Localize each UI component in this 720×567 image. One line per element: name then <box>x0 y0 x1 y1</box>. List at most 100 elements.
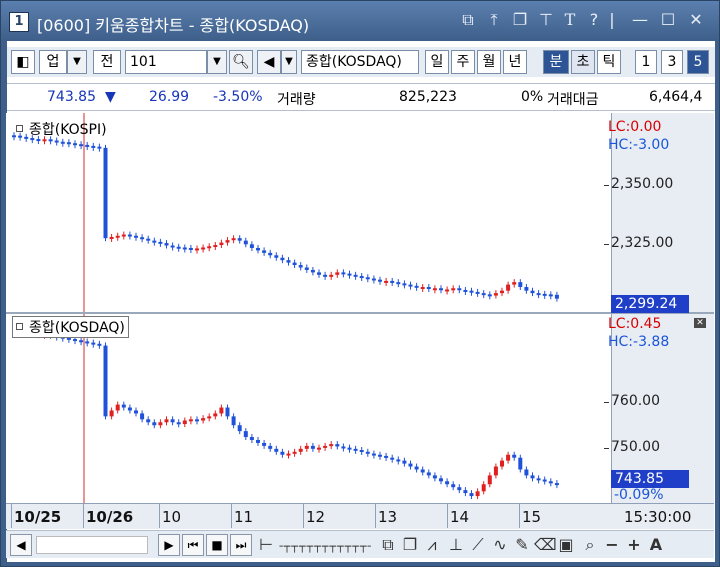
stop-icon[interactable]: ■ <box>206 534 228 556</box>
line-chart-icon[interactable]: ⩘ <box>427 535 437 554</box>
restore-alt-icon[interactable]: ⧉ <box>462 10 474 29</box>
horizontal-scrollbar[interactable] <box>36 536 148 554</box>
candlestick-plot[interactable] <box>6 113 611 503</box>
slider-handle-icon[interactable]: ⊢ <box>259 535 273 554</box>
x-axis-time: 15:30:00 <box>624 508 692 526</box>
period-minute[interactable]: 분 <box>543 50 569 74</box>
layout-icon[interactable]: ◧ <box>11 50 35 74</box>
candle-body <box>79 340 84 343</box>
wave-icon[interactable]: ∿ <box>493 535 507 554</box>
x-label-date-1: 10/25 <box>10 504 62 528</box>
close-icon[interactable]: ✕ <box>689 10 703 29</box>
search-icon[interactable]: 🔍︎ <box>229 50 253 74</box>
window-number-badge[interactable]: 1 <box>9 12 29 32</box>
y-tick-kospi-2: 2,325.00 <box>603 235 674 251</box>
candle-body <box>518 282 523 288</box>
candle-body <box>548 294 553 297</box>
scroll-left-icon[interactable]: ◀ <box>10 534 32 556</box>
candle-body <box>237 425 242 432</box>
zoom-in-icon[interactable]: + <box>627 535 641 554</box>
legend-kosdaq-label: 종합(KOSDAQ) <box>29 320 125 336</box>
quote-info-row: 743.85 ▼ 26.99 -3.50% 거래량 825,223 0% 거래대… <box>7 83 715 111</box>
candle-body <box>97 146 102 149</box>
pin-top-icon[interactable]: ⤒ <box>490 10 498 29</box>
period-week[interactable]: 주 <box>451 50 475 74</box>
amount-label: 거래대금 <box>547 92 599 108</box>
scope-button[interactable]: 전 <box>93 50 121 74</box>
period-second[interactable]: 초 <box>571 50 595 74</box>
lc-kospi: LC:0.00 <box>608 119 662 135</box>
candle-body <box>378 279 382 282</box>
candle-body <box>48 139 53 142</box>
interval-3[interactable]: 3 <box>661 50 683 74</box>
candle-body <box>42 139 47 142</box>
legend-kosdaq[interactable]: 종합(KOSDAQ) <box>12 316 129 338</box>
candle-body <box>518 457 523 470</box>
eraser-icon[interactable]: ⌫ <box>534 535 557 554</box>
period-day[interactable]: 일 <box>425 50 449 74</box>
pane-separator[interactable] <box>6 312 714 314</box>
title-bar[interactable]: 1 [0600] 키움종합차트 - 종합(KOSDAQ) ⧉ ⤒ ❐ ⊤ T ?… <box>1 1 719 41</box>
candle-body <box>280 257 285 261</box>
candle-body <box>347 447 352 450</box>
candle-body <box>170 245 175 248</box>
interval-1[interactable]: 1 <box>635 50 657 74</box>
candle-body <box>365 277 370 280</box>
x-axis[interactable]: 10/25 10/26 10 11 12 13 14 15 15:30:00 <box>6 503 714 529</box>
market-select[interactable]: 업 <box>39 50 67 74</box>
candle-body <box>115 404 120 411</box>
volume-value: 825,223 <box>399 89 457 105</box>
code-input[interactable]: 101 <box>125 50 207 74</box>
font-icon[interactable]: T <box>564 10 576 29</box>
candle-body <box>158 241 163 244</box>
market-dropdown-icon[interactable]: ▼ <box>67 50 87 74</box>
zoom-out-icon[interactable]: − <box>605 535 619 554</box>
candle-body <box>176 246 181 249</box>
sound-icon[interactable]: ◀︎ <box>257 50 281 74</box>
zoom-slider[interactable]: ╶┬┬┬┬┬┬┬┬┬┬┬╴ <box>276 540 376 553</box>
period-year[interactable]: 년 <box>503 50 527 74</box>
play-icon[interactable]: ▶ <box>158 534 180 556</box>
legend-marker <box>16 125 23 132</box>
minimize-icon[interactable]: — <box>632 10 648 29</box>
interval-5[interactable]: 5 <box>687 50 709 74</box>
period-month[interactable]: 월 <box>477 50 501 74</box>
candle-body <box>396 282 401 285</box>
pushpin-icon[interactable]: ⊤ <box>539 10 553 29</box>
code-dropdown-icon[interactable]: ▼ <box>207 50 227 74</box>
text-tool-icon[interactable]: A <box>649 535 663 554</box>
magnifier-icon[interactable]: ⌕ <box>585 535 595 554</box>
copy-chart-icon[interactable]: ⧉ <box>382 535 394 554</box>
candle-body <box>274 255 279 258</box>
name-field: 종합(KOSDAQ) <box>301 50 419 74</box>
close-pane-icon[interactable]: ✕ <box>694 318 706 328</box>
period-tick[interactable]: 틱 <box>597 50 621 74</box>
sound-dropdown-icon[interactable]: ▼ <box>281 50 297 74</box>
candle-body <box>408 463 413 467</box>
candle-body <box>66 337 71 340</box>
crosshair-icon[interactable]: ⊥ <box>449 535 463 554</box>
candle-body <box>524 287 529 291</box>
fast-forward-icon[interactable]: ⏭ <box>230 534 252 556</box>
tile-icon[interactable]: ❐ <box>512 10 528 29</box>
chart-canvas[interactable] <box>6 113 714 503</box>
candle-body <box>420 287 425 290</box>
help-icon[interactable]: ? <box>589 10 599 29</box>
current-price: 743.85 <box>47 89 96 105</box>
save-icon[interactable]: ▣ <box>558 535 574 554</box>
candle-body <box>298 448 303 452</box>
candle-body <box>542 479 547 482</box>
maximize-icon[interactable]: ☐ <box>660 10 676 29</box>
window-icon[interactable]: ❐ <box>402 535 418 554</box>
rewind-icon[interactable]: ⏮ <box>182 534 204 556</box>
draw-tool-icon[interactable]: ✎ <box>515 535 529 554</box>
candle-body <box>237 238 242 241</box>
legend-kospi[interactable]: 종합(KOSPI) <box>16 119 107 139</box>
candle-body <box>457 487 462 491</box>
candle-body <box>292 451 297 454</box>
candle-body <box>225 240 230 243</box>
candle-body <box>304 445 309 449</box>
candle-body <box>256 439 260 443</box>
candle-body <box>359 450 364 453</box>
trend-line-icon[interactable]: ⟋ <box>472 535 484 554</box>
